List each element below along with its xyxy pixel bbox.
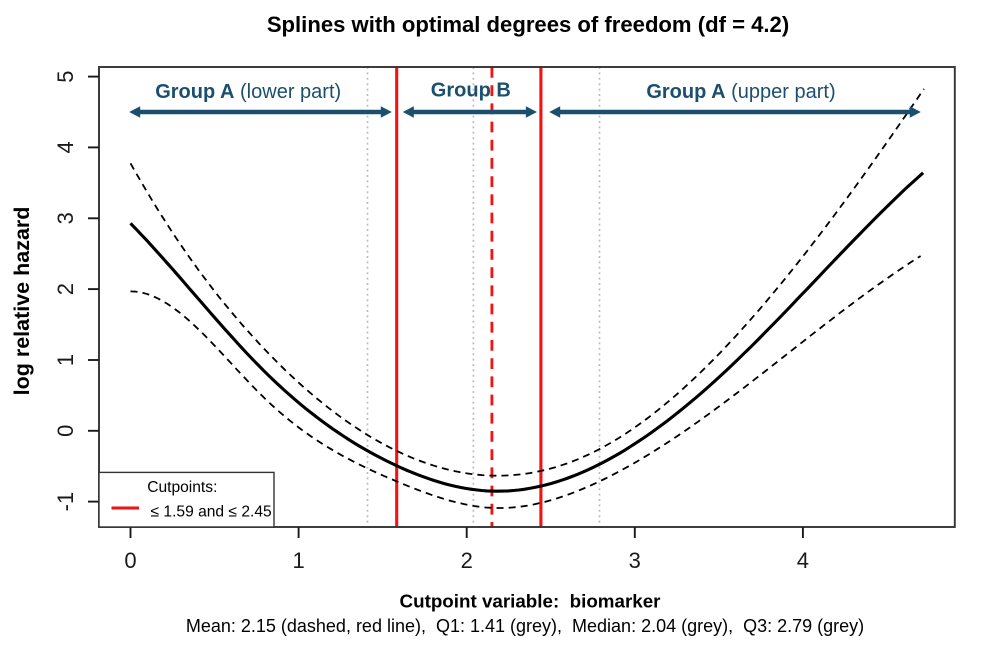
svg-text:5: 5 (53, 70, 78, 82)
svg-text:1: 1 (292, 548, 304, 573)
svg-text:4: 4 (797, 548, 809, 573)
svg-text:Group A (upper part): Group A (upper part) (646, 81, 835, 103)
svg-text:4: 4 (53, 141, 78, 153)
svg-text:1: 1 (53, 354, 78, 366)
svg-text:Splines with optimal degrees o: Splines with optimal degrees of freedom … (267, 12, 789, 37)
svg-text:Mean: 2.15 (dashed, red line),: Mean: 2.15 (dashed, red line), Q1: 1.41 … (186, 616, 864, 636)
svg-text:Group A (lower part): Group A (lower part) (155, 81, 341, 103)
svg-text:log relative hazard: log relative hazard (10, 207, 34, 396)
svg-text:Cutpoints:: Cutpoints: (147, 479, 217, 496)
svg-text:0: 0 (124, 548, 136, 573)
svg-text:2: 2 (461, 548, 473, 573)
svg-text:0: 0 (53, 425, 78, 437)
svg-text:2: 2 (53, 283, 78, 295)
svg-text:Group B: Group B (431, 80, 511, 102)
svg-text:3: 3 (629, 548, 641, 573)
svg-text:Cutpoint variable: biomarker: Cutpoint variable: biomarker (400, 590, 662, 611)
svg-text:3: 3 (53, 212, 78, 224)
svg-text:-1: -1 (53, 492, 78, 512)
svg-text:≤ 1.59 and ≤ 2.45: ≤ 1.59 and ≤ 2.45 (151, 504, 272, 521)
